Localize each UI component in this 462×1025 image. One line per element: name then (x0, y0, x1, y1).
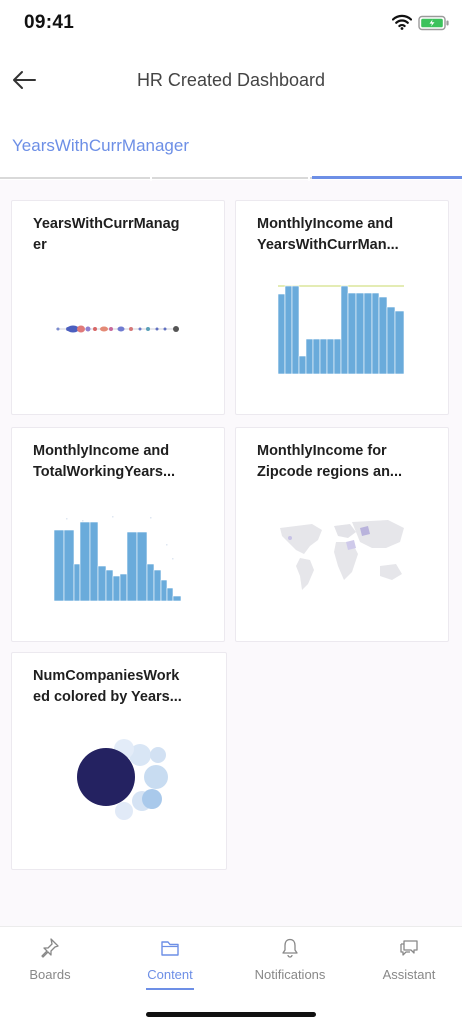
bubble-chart-thumbnail (77, 739, 168, 820)
page-title: HR Created Dashboard (136, 70, 326, 90)
status-time: 09:41 (24, 12, 75, 33)
nav-active-indicator (146, 988, 194, 990)
tab-bar: YearsWithCurrManager (0, 114, 462, 180)
nav-assistant[interactable]: Assistant (354, 933, 462, 999)
nav-label: Boards (29, 967, 71, 982)
nav-label: Notifications (254, 967, 326, 982)
back-button[interactable] (6, 62, 42, 98)
map-chart-thumbnail (276, 518, 408, 594)
bell-icon (282, 938, 298, 958)
card-monthly-income-years-with-curr-manager[interactable]: MonthlyIncome and YearsWithCurrMan... (235, 200, 449, 415)
card-title: MonthlyIncome and TotalWorkingYears... (33, 443, 176, 480)
pin-icon (41, 938, 59, 958)
bar-chart-thumbnail (53, 516, 182, 602)
home-indicator[interactable] (146, 1012, 316, 1017)
battery-icon (418, 15, 449, 31)
tab-divider-gap (150, 175, 152, 181)
tab-divider-gap (308, 175, 310, 181)
bar-chart-thumbnail (277, 285, 405, 375)
nav-boards[interactable]: Boards (0, 933, 105, 999)
card-title: MonthlyIncome and YearsWithCurrMan... (257, 216, 399, 253)
tab-divider (0, 177, 462, 179)
card-title: NumCompaniesWork ed colored by Years... (33, 668, 182, 705)
status-bar: 09:41 (0, 0, 462, 48)
bottom-navigation: Boards Content Notifications Assistant (0, 926, 462, 1025)
card-years-with-curr-manager[interactable]: YearsWithCurrManag er (11, 200, 225, 415)
nav-label: Content (147, 967, 193, 982)
tab-active-indicator (312, 176, 462, 179)
nav-content[interactable]: Content (115, 933, 225, 999)
nav-label: Assistant (382, 967, 436, 982)
nav-notifications[interactable]: Notifications (235, 933, 345, 999)
card-monthly-income-zipcode-regions[interactable]: MonthlyIncome for Zipcode regions an... (235, 427, 449, 642)
card-num-companies-worked[interactable]: NumCompaniesWork ed colored by Years... (11, 652, 227, 870)
card-title: MonthlyIncome for Zipcode regions an... (257, 443, 403, 480)
card-title: YearsWithCurrManag er (33, 216, 180, 253)
wifi-icon (392, 14, 412, 30)
card-monthly-income-total-working-years[interactable]: MonthlyIncome and TotalWorkingYears... (11, 427, 225, 642)
app-header: HR Created Dashboard (0, 48, 462, 114)
folder-icon (161, 941, 179, 956)
chat-icon (400, 940, 418, 956)
tab-years-with-curr-manager[interactable]: YearsWithCurrManager (12, 136, 189, 155)
arrow-left-icon (13, 71, 36, 89)
dot-strip-chart-thumbnail (56, 325, 179, 333)
